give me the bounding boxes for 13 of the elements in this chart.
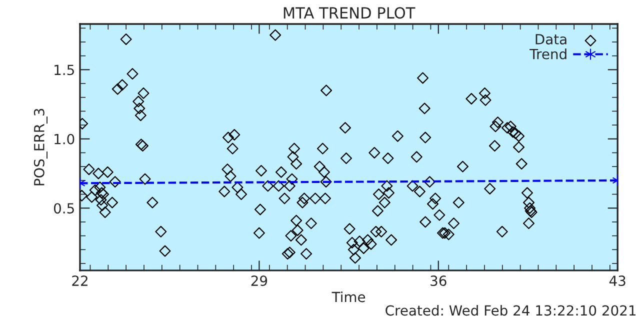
legend-label: Trend: [530, 48, 566, 60]
x-tick-label: 36: [430, 276, 446, 286]
x-axis-title: Time: [332, 291, 366, 302]
y-tick-label: 0.5: [54, 203, 74, 214]
x-tick-label: 29: [251, 276, 268, 286]
text: Created: Wed Feb 24 13:22:10 2021: [386, 304, 636, 316]
y-tick-label: 1.0: [54, 134, 74, 144]
y-axis-title: POS_ERR_3: [34, 108, 48, 186]
legend-label: Data: [536, 34, 566, 44]
chart-title: MTA TREND PLOT: [284, 7, 416, 19]
x-tick-label: 22: [72, 276, 88, 286]
y-tick-label: 1.5: [54, 64, 74, 76]
x-tick-label: 43: [609, 276, 626, 286]
